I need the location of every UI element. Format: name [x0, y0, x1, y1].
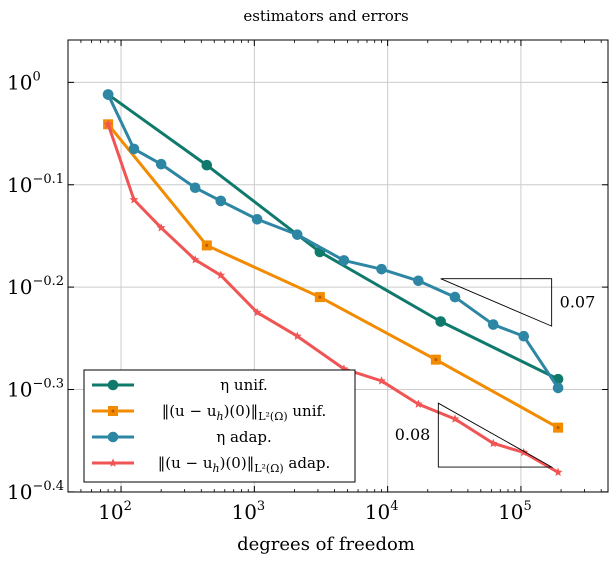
legend-marker-center [111, 409, 115, 413]
y-tick-label: 10−0.1 [7, 172, 64, 197]
tick-labels: 102 103 104 105 100 10−0.1 10−0.2 10−0.3 10−0.4 [7, 69, 532, 524]
data-point [413, 275, 424, 287]
y-tick-label: 10−0.2 [7, 274, 64, 299]
data-point [201, 159, 213, 171]
legend: η unif. ‖(u − uh)(0)‖L²(Ω) unif. η adap. ‖(… [83, 369, 356, 483]
legend-label: η adap. [216, 428, 272, 446]
series-2 [102, 89, 564, 394]
data-point [128, 143, 140, 155]
legend-label: ‖(u − uh)(0)‖L²(Ω) adap. [158, 454, 331, 475]
legend-entry-2: η adap. [92, 428, 272, 446]
legend-box [83, 369, 356, 483]
data-point [102, 89, 114, 100]
y-tick-label: 10−0.3 [7, 376, 64, 401]
data-point [216, 270, 226, 279]
data-point [189, 182, 201, 194]
data-point-center [318, 295, 322, 299]
slope-label: 0.08 [395, 425, 431, 444]
data-point [377, 376, 386, 385]
data-point [552, 382, 564, 394]
data-point [291, 229, 303, 240]
legend-label: ‖(u − uh)(0)‖L²(Ω) unif. [162, 402, 327, 423]
legend-marker [107, 379, 119, 391]
data-point [338, 255, 350, 266]
series-layer [102, 89, 564, 477]
x-tick-label: 104 [365, 499, 399, 524]
series-line [107, 93, 559, 381]
data-point [518, 330, 530, 342]
legend-entry-3: ‖(u − uh)(0)‖L²(Ω) adap. [92, 454, 330, 475]
data-point-center [556, 426, 560, 430]
y-tick-label: 10−0.4 [7, 479, 64, 504]
x-tick-label: 105 [498, 499, 532, 524]
data-point [129, 195, 139, 204]
data-point [251, 213, 263, 225]
data-point [155, 158, 167, 170]
data-point [103, 119, 113, 129]
legend-label: η unif. [220, 376, 268, 394]
slope-triangle-upper: 0.07 [440, 278, 596, 327]
data-point [292, 331, 302, 340]
legend-marker [107, 431, 119, 443]
series-3 [103, 119, 563, 477]
data-point [413, 399, 423, 408]
data-point [252, 307, 262, 317]
data-point [435, 316, 446, 327]
triangle-shape [440, 278, 553, 327]
series-line [106, 123, 559, 474]
data-point-center [434, 358, 438, 362]
data-point [376, 263, 387, 275]
x-tick-label: 102 [98, 499, 132, 524]
legend-marker [108, 458, 118, 467]
data-point [553, 467, 563, 477]
data-point [156, 223, 166, 232]
legend-entry-0: η unif. [92, 376, 268, 394]
data-point [450, 414, 460, 423]
slope-triangle-lower: 0.08 [395, 402, 554, 468]
data-point [190, 255, 200, 264]
data-point-center [205, 243, 209, 247]
data-point [487, 319, 499, 330]
y-tick-label: 100 [7, 69, 41, 94]
data-point [519, 447, 529, 457]
chart-title: estimators and errors [243, 7, 408, 25]
legend-entry-1: ‖(u − uh)(0)‖L²(Ω) unif. [92, 402, 326, 423]
slope-label: 0.07 [560, 292, 596, 311]
x-tick-label: 103 [231, 499, 265, 524]
triangle-shape [437, 402, 554, 468]
data-point [449, 291, 461, 303]
data-point [488, 438, 498, 448]
plot-area-frame [67, 39, 609, 493]
data-point [215, 195, 227, 207]
series-line [106, 93, 560, 389]
slope-annotations: 0.07 0.08 [395, 278, 596, 468]
x-axis-label: degrees of freedom [237, 534, 415, 555]
